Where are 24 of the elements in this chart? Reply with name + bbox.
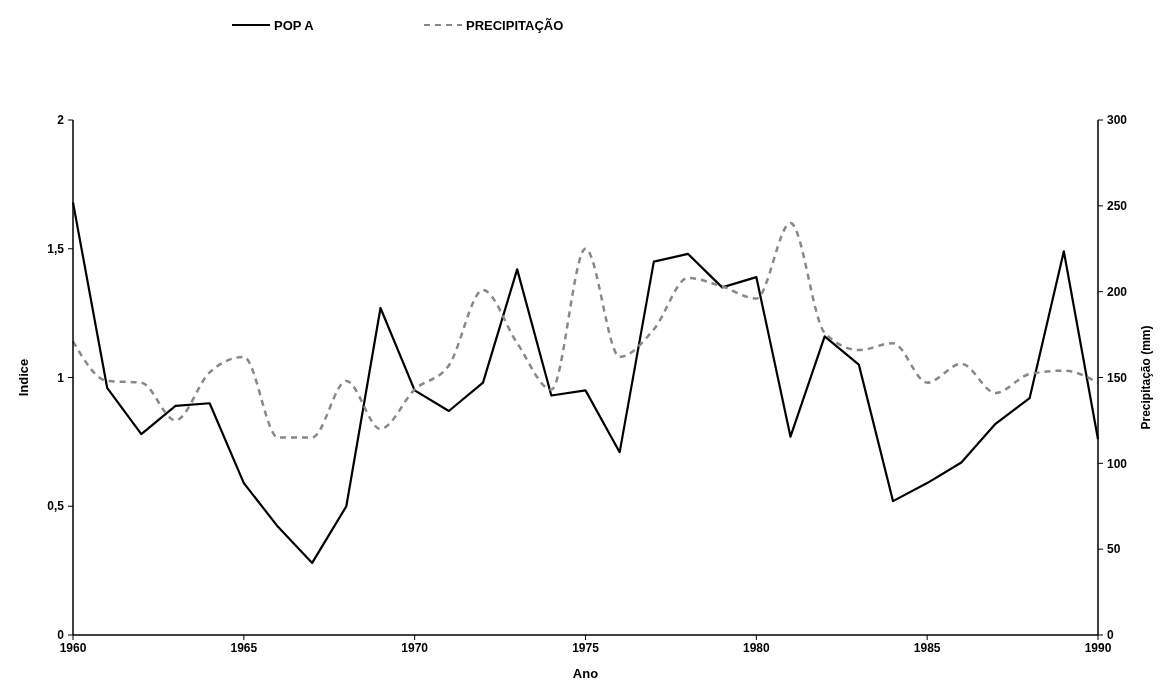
y2-tick-label: 250 <box>1107 199 1128 214</box>
y-tick-label: 1,5 <box>47 241 65 256</box>
y2-tick-label: 150 <box>1107 370 1128 385</box>
y-tick-label: 1 <box>57 370 65 385</box>
y2-tick-label: 0 <box>1107 628 1114 643</box>
x-tick-label: 1970 <box>401 641 429 655</box>
x-tick-label: 1965 <box>230 641 258 655</box>
x-tick-label: 1990 <box>1084 641 1112 655</box>
x-axis-title: Ano <box>572 666 599 681</box>
y2-tick-label: 100 <box>1107 456 1128 471</box>
legend-label: POP A <box>274 17 315 33</box>
y-tick-label: 2 <box>57 113 65 128</box>
y2-axis-title: Precipitação (mm) <box>1139 325 1153 430</box>
y-tick-label: 0 <box>57 628 65 643</box>
x-tick-label: 1985 <box>913 641 941 655</box>
y2-tick-label: 200 <box>1107 284 1128 299</box>
y2-tick-label: 50 <box>1107 542 1121 557</box>
x-tick-label: 1960 <box>59 641 87 655</box>
y-tick-label: 0,5 <box>47 499 65 514</box>
x-tick-label: 1980 <box>742 641 770 655</box>
legend-label: PRECIPITAÇÃO <box>466 17 564 33</box>
y-axis-title: Indice <box>16 358 31 397</box>
y2-tick-label: 300 <box>1107 113 1128 128</box>
x-tick-label: 1975 <box>572 641 600 655</box>
